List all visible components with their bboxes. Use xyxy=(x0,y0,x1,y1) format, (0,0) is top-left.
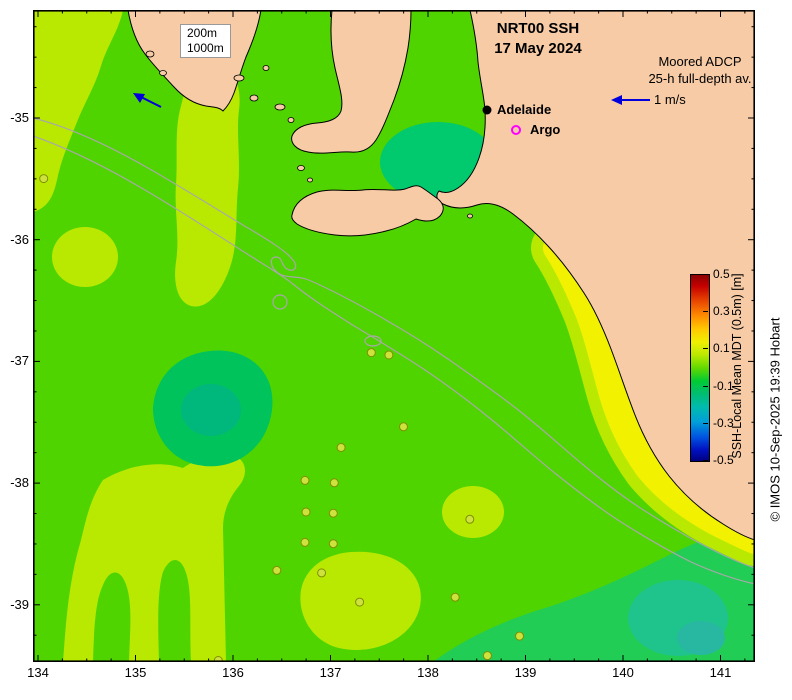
adcp-legend-line2: 25-h full-depth av. xyxy=(648,71,752,86)
adcp-legend-line1: Moored ADCP xyxy=(658,54,742,69)
adcp-legend: Moored ADCP 25-h full-depth av. xyxy=(616,53,784,87)
x-tick-label: 136 xyxy=(222,665,244,680)
observation-dot xyxy=(399,422,408,432)
colorbar-tick-mark xyxy=(703,460,708,461)
y-tick-label: -39 xyxy=(10,596,29,612)
adelaide-label: Adelaide xyxy=(497,102,552,117)
observation-dot xyxy=(317,568,327,578)
ssh-field-lowgreen xyxy=(153,122,755,662)
x-tick-label: 134 xyxy=(27,665,49,680)
colorbar-tick-label: -0.3 xyxy=(713,415,734,430)
colorbar-tick-mark xyxy=(703,385,708,387)
x-tick-label: 138 xyxy=(417,665,439,680)
colorbar-tick-label: -0.5 xyxy=(713,453,734,467)
observation-dot xyxy=(366,348,376,358)
observation-dot xyxy=(328,539,338,549)
adelaide-dot xyxy=(482,105,492,115)
observation-dot xyxy=(300,475,310,485)
observation-markers xyxy=(39,174,524,662)
plot-border xyxy=(33,10,755,662)
ssh-field-coastal-yellow xyxy=(531,222,755,566)
y-tick-label: -36 xyxy=(10,231,29,247)
observation-dot xyxy=(515,631,524,641)
colorbar-tick-mark xyxy=(703,274,708,275)
map-plot xyxy=(33,10,755,662)
colorbar-title: SSH-Local Mean MDT (0.5m) [m] xyxy=(730,273,744,459)
colorbar-tick-label: 0.1 xyxy=(713,341,730,356)
observation-dot xyxy=(329,478,339,488)
x-tick-label: 135 xyxy=(124,665,147,680)
observation-dot xyxy=(336,443,346,452)
colorbar xyxy=(690,274,710,462)
kangaroo-island xyxy=(291,185,444,237)
x-tick-label: 139 xyxy=(514,665,537,680)
copyright-text: © IMOS 10-Sep-2025 19:39 Hobart xyxy=(767,317,783,522)
observation-dot xyxy=(301,507,311,517)
figure-title: NRT00 SSH 17 May 2024 xyxy=(453,19,623,59)
x-tick-label: 140 xyxy=(612,665,634,680)
contour-depth-legend: 200m 1000m xyxy=(180,24,231,58)
observation-dot xyxy=(39,174,49,184)
land xyxy=(127,10,755,541)
yorke-peninsula xyxy=(291,10,412,154)
legend-scale-arrow xyxy=(611,95,650,105)
observation-dot xyxy=(272,565,282,575)
y-tick-label: -35 xyxy=(10,110,29,125)
contour-label-1000m: 1000m xyxy=(187,41,224,55)
observation-dot xyxy=(384,350,394,360)
speed-label: 1 m/s xyxy=(654,92,686,107)
argo-legend-marker xyxy=(511,125,521,135)
colorbar-tick-label: 0.3 xyxy=(713,304,730,319)
adcp-vector-arrow xyxy=(133,93,162,108)
bathymetry-contours xyxy=(33,117,755,585)
title-line2: 17 May 2024 xyxy=(494,40,582,57)
observation-dot xyxy=(482,651,492,661)
contour-label-200m: 200m xyxy=(187,26,218,40)
x-tick-label: 141 xyxy=(709,665,732,680)
colorbar-tick-label: -0.1 xyxy=(713,378,734,393)
x-tick-label: 137 xyxy=(319,665,342,680)
colorbar-tick-label: 0.5 xyxy=(713,267,730,281)
mainland-coast xyxy=(436,10,755,541)
observation-dot xyxy=(300,537,310,547)
ssh-field-yellowgreen xyxy=(33,10,504,662)
observation-dot xyxy=(355,597,365,607)
small-islands xyxy=(145,50,473,219)
colorbar-tick-mark xyxy=(703,348,708,350)
y-tick-label: -37 xyxy=(10,353,29,369)
observation-dot xyxy=(465,514,475,524)
observation-dot xyxy=(450,592,460,602)
y-tick-label: -38 xyxy=(10,475,29,491)
colorbar-tick-mark xyxy=(703,422,708,424)
observation-dot xyxy=(328,508,338,518)
argo-label: Argo xyxy=(530,122,561,137)
colorbar-tick-mark xyxy=(703,311,708,313)
title-line1: NRT00 SSH xyxy=(496,20,580,37)
